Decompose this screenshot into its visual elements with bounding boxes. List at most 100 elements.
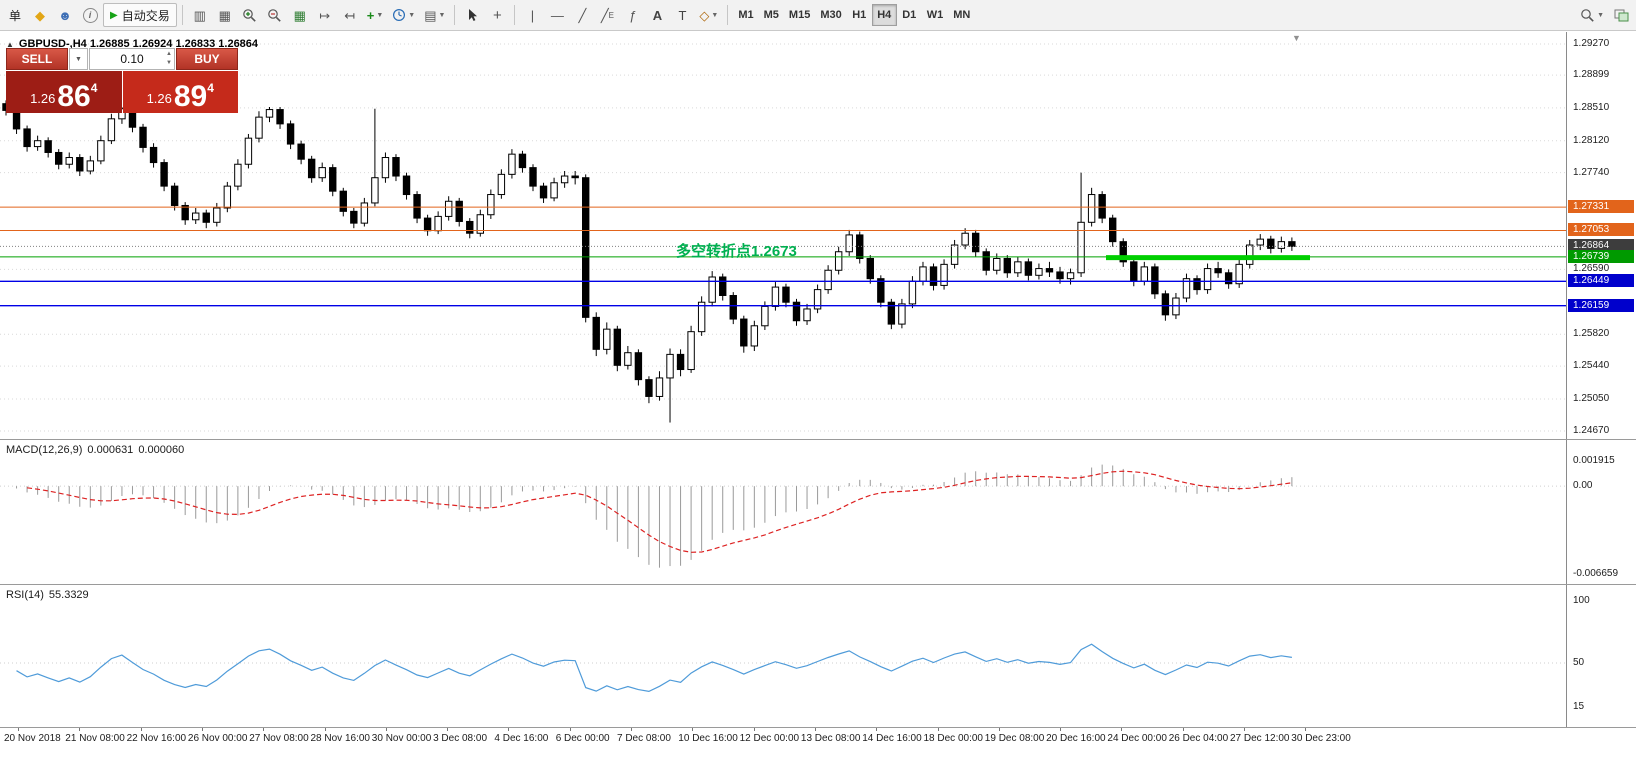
cursor-icon[interactable] (460, 3, 484, 27)
time-tick (631, 728, 632, 731)
time-tick (1182, 728, 1184, 731)
trendline-icon[interactable]: ╱ (578, 7, 587, 23)
text-label-icon[interactable]: T (678, 7, 687, 23)
new-order-button[interactable]: 单 (3, 3, 27, 27)
timeframe-button-M5[interactable]: M5 (759, 4, 784, 26)
ask-price-pips: 89 (173, 79, 208, 113)
axis-tick: 1.28899 (1573, 69, 1610, 81)
arrows-icon[interactable]: ◇ ▼ (699, 7, 719, 23)
time-label: 22 Nov 16:00 (126, 733, 187, 744)
time-label: 28 Nov 16:00 (310, 733, 371, 744)
chevron-down-icon: ▼ (376, 11, 384, 19)
bid-price-button[interactable]: 1.26 86 4 (6, 71, 122, 113)
chart-shift-icon[interactable]: ↤ (344, 7, 356, 23)
lot-size-input[interactable]: 0.10 ▲ ▼ (89, 48, 175, 70)
rsi-name: RSI(14) (6, 589, 44, 601)
candles (2, 100, 1296, 423)
autotrading-button[interactable]: ▶ 自动交易 (103, 3, 177, 27)
text-icon[interactable]: A (652, 7, 663, 23)
order-type-dropdown[interactable]: ▼ (69, 48, 88, 70)
timeframe-button-W1[interactable]: W1 (922, 4, 949, 26)
step-up-icon[interactable]: ▲ (166, 51, 172, 57)
panel-separator[interactable] (0, 439, 1636, 440)
ask-price-button[interactable]: 1.26 89 4 (122, 71, 238, 113)
tile-windows-icon[interactable]: ▦ (218, 7, 231, 23)
time-tick (753, 728, 755, 731)
timeframe-button-M30[interactable]: M30 (815, 4, 846, 26)
timeframe-button-MN[interactable]: MN (948, 4, 975, 26)
axis-tick: 1.24670 (1573, 424, 1610, 436)
one-click-trading-panel: SELL ▼ 0.10 ▲ ▼ BUY 1.26 86 4 1.26 89 4 (6, 48, 238, 113)
price-tag-1.27053: 1.27053 (1568, 223, 1634, 237)
axis-tick: 1.25050 (1573, 392, 1610, 404)
auto-scroll-icon[interactable]: ↦ (319, 7, 331, 23)
favorites-icon[interactable]: ◆ (28, 3, 52, 27)
help-icon[interactable]: i (78, 3, 102, 27)
periods-icon[interactable]: ▼ (388, 3, 419, 27)
macd-name: MACD(12,26,9) (6, 444, 83, 456)
lot-stepper[interactable]: ▲ ▼ (166, 50, 172, 68)
time-tick (18, 728, 19, 731)
vertical-line-icon[interactable]: | (530, 7, 535, 23)
fibonacci-icon[interactable]: ƒ (628, 7, 637, 23)
price-axis[interactable]: 1.29270 1.28899 1.28510 1.28120 1.27740 1.265… (1566, 32, 1636, 439)
rsi-axis-label: 50 (1573, 657, 1585, 668)
time-label: 13 Dec 08:00 (800, 733, 861, 744)
timeframe-button-D1[interactable]: D1 (897, 4, 922, 26)
rsi-axis-label: 100 (1573, 594, 1590, 606)
thick-support-line[interactable] (1106, 255, 1310, 261)
macd-axis-label: 0.001915 (1573, 455, 1615, 467)
panel-separator[interactable] (0, 584, 1636, 585)
step-down-icon[interactable]: ▼ (166, 60, 172, 66)
time-label: 24 Dec 00:00 (1107, 733, 1167, 744)
bid-price-prefix: 1.26 (30, 91, 56, 106)
macd-signal-value: 0.000060 (138, 444, 185, 456)
macd-axis-label: 0.00 (1573, 480, 1593, 492)
window-layout-icon[interactable] (1609, 3, 1633, 27)
chart-header: ▲ GBPUSD-,H4 1.26885 1.26924 1.26833 1.2… (6, 38, 258, 50)
separator (514, 5, 516, 25)
time-tick (876, 728, 878, 731)
grid-toggle-icon[interactable]: ▦ (293, 7, 306, 23)
time-tick (1305, 728, 1307, 731)
zoom-in-icon[interactable] (238, 3, 262, 27)
macd-histogram (16, 464, 1293, 568)
lot-size-value: 0.10 (120, 52, 144, 66)
templates-icon[interactable]: ▤ ▼ (424, 7, 446, 23)
chart-shift-marker[interactable]: ▼ (1292, 33, 1301, 43)
panel-collapse-icon[interactable]: ▲ (6, 39, 14, 49)
macd-plot (0, 464, 1566, 568)
time-tick (324, 728, 326, 731)
equidistant-channel-icon[interactable]: ╱ E (600, 7, 614, 23)
buy-button[interactable]: BUY (176, 48, 238, 70)
time-axis[interactable]: 20 Nov 2018 21 Nov 08:00 22 Nov 16:00 26 No… (0, 727, 1636, 749)
time-tick (1121, 728, 1123, 731)
new-chart-icon[interactable]: ▥ (193, 7, 206, 23)
axis-tick: 1.28120 (1573, 134, 1610, 146)
time-tick (692, 728, 694, 731)
symbol-search-icon[interactable]: ▼ (1576, 3, 1608, 27)
main-chart-panel: 1.29270 1.28899 1.28510 1.28120 1.27740 1.265… (0, 32, 1636, 439)
chevron-down-icon: ▼ (408, 11, 416, 19)
annotation-text[interactable]: 多空转折点1.2673 (676, 243, 797, 260)
add-indicator-icon[interactable]: + ▼ (366, 7, 384, 23)
macd-label: MACD(12,26,9) 0.000631 0.000060 (6, 444, 189, 456)
axis-tick: 1.26590 (1573, 263, 1610, 275)
time-label: 20 Nov 2018 (4, 733, 61, 744)
time-label: 26 Nov 00:00 (187, 733, 248, 744)
time-tick (201, 728, 203, 731)
price-tag-1.26159: 1.26159 (1568, 298, 1634, 312)
candlestick-chart[interactable] (0, 32, 1566, 439)
separator (181, 5, 183, 25)
timeframe-button-H1[interactable]: H1 (847, 4, 872, 26)
timeframe-button-H4[interactable]: H4 (871, 4, 897, 26)
sell-button[interactable]: SELL (6, 48, 68, 70)
price-tag-1.26739: 1.26739 (1568, 249, 1634, 263)
zoom-out-icon[interactable] (263, 3, 287, 27)
horizontal-line-icon[interactable]: — (550, 7, 564, 23)
timeframe-button-M1[interactable]: M1 (733, 4, 758, 26)
profile-icon[interactable]: ☻ (53, 3, 77, 27)
crosshair-icon[interactable]: + (493, 6, 502, 24)
timeframe-button-M15[interactable]: M15 (784, 4, 815, 26)
timeframe-toolbar: M1 M5 M15 M30 H1 H4 D1 W1 MN (733, 4, 975, 26)
